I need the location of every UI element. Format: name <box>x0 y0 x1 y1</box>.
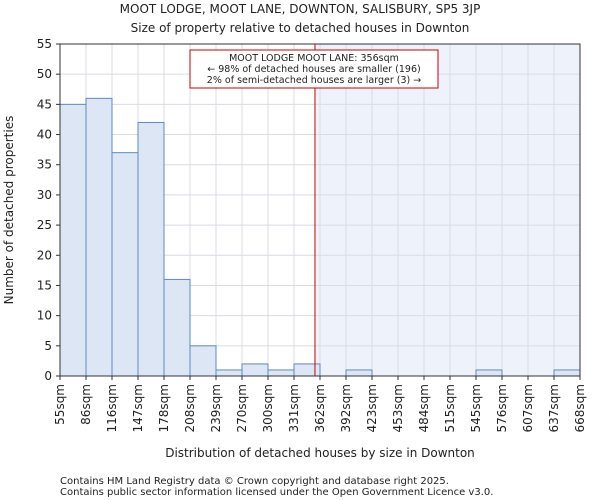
x-tick-label: 270sqm <box>235 384 249 432</box>
chart-subtitle: Size of property relative to detached ho… <box>131 21 470 35</box>
x-tick-label: 545sqm <box>469 384 483 432</box>
bar <box>293 363 321 377</box>
x-tick-label: 362sqm <box>313 384 327 432</box>
bar <box>85 97 113 377</box>
y-axis-label: Number of detached properties <box>2 116 16 305</box>
bar <box>267 369 295 377</box>
larger-region <box>314 44 580 376</box>
y-tick-label: 25 <box>37 218 52 232</box>
y-tick-label: 0 <box>44 369 52 383</box>
x-tick-label: 637sqm <box>547 384 561 432</box>
bar <box>553 369 581 377</box>
x-tick-label: 55sqm <box>53 384 67 425</box>
y-tick-label: 35 <box>37 158 52 172</box>
y-tick-label: 30 <box>37 188 52 202</box>
x-tick-label: 300sqm <box>261 384 275 432</box>
x-tick-label: 668sqm <box>573 384 587 432</box>
bar <box>475 369 503 377</box>
bar <box>189 345 217 377</box>
bar <box>59 103 87 377</box>
annotation-line: ← 98% of detached houses are smaller (19… <box>207 64 420 75</box>
annotation-line: 2% of semi-detached houses are larger (3… <box>207 75 421 86</box>
chart-title: MOOT LODGE, MOOT LANE, DOWNTON, SALISBUR… <box>120 2 481 16</box>
footer-line-2: Contains public sector information licen… <box>60 487 493 498</box>
x-tick-label: 178sqm <box>157 384 171 432</box>
x-tick-label: 576sqm <box>495 384 509 432</box>
bar <box>137 121 165 377</box>
x-tick-label: 331sqm <box>287 384 301 432</box>
bar <box>241 363 269 377</box>
y-tick-label: 15 <box>37 278 52 292</box>
x-tick-label: 423sqm <box>365 384 379 432</box>
footer-line-1: Contains HM Land Registry data © Crown c… <box>60 476 449 487</box>
annotation-line: MOOT LODGE MOOT LANE: 356sqm <box>229 53 399 64</box>
x-tick-label: 484sqm <box>417 384 431 432</box>
x-tick-label: 147sqm <box>131 384 145 432</box>
y-tick-label: 20 <box>37 248 52 262</box>
bar <box>163 278 191 377</box>
x-tick-label: 208sqm <box>183 384 197 432</box>
x-tick-label: 392sqm <box>339 384 353 432</box>
y-tick-label: 45 <box>37 97 52 111</box>
x-tick-label: 116sqm <box>105 384 119 432</box>
x-axis-label: Distribution of detached houses by size … <box>165 446 475 460</box>
x-tick-label: 607sqm <box>521 384 535 432</box>
y-tick-label: 55 <box>37 37 52 51</box>
y-tick-label: 40 <box>37 128 52 142</box>
plot-area: 0 5 10 15 20 25 30 35 40 45 50 55 55sqm 86sqm 116sqm 14… <box>37 37 587 432</box>
y-tick-label: 50 <box>37 67 52 81</box>
x-tick-label: 453sqm <box>391 384 405 432</box>
y-tick-label: 10 <box>37 309 52 323</box>
annotation-box <box>189 49 439 89</box>
x-tick-label: 86sqm <box>79 384 93 425</box>
x-tick-label: 515sqm <box>443 384 457 432</box>
x-tick-label: 239sqm <box>209 384 223 432</box>
y-tick-label: 5 <box>44 339 52 353</box>
bar <box>111 152 139 377</box>
bar <box>215 369 243 377</box>
bar <box>345 369 373 377</box>
